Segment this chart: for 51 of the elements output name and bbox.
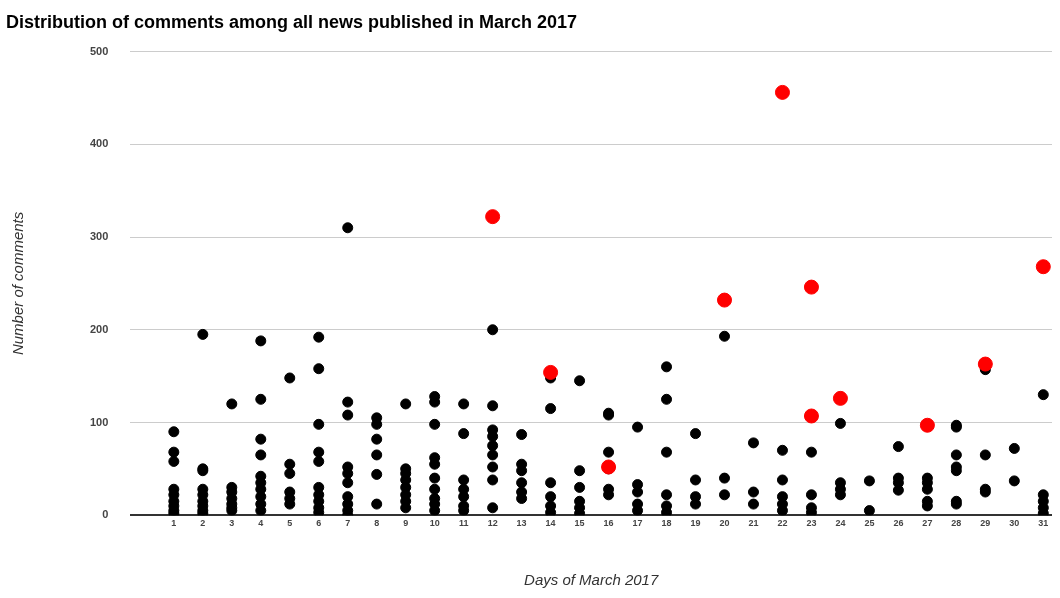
x-tick-label: 11	[458, 518, 469, 529]
x-tick-label: 30	[1009, 518, 1020, 529]
x-tick-label: 1	[171, 518, 177, 529]
x-tick-label: 31	[1038, 518, 1049, 529]
x-tick-label: 6	[316, 518, 322, 529]
x-tick-label: 23	[806, 518, 817, 529]
x-tick-label: 18	[661, 518, 672, 529]
x-tick-label: 12	[487, 518, 498, 529]
point	[919, 417, 935, 433]
chart-title: Distribution of comments among all news published in March 2017	[6, 11, 578, 32]
point	[601, 459, 617, 475]
point	[774, 84, 790, 100]
x-tick-label: 14	[545, 518, 556, 529]
y-tick-label: 300	[89, 230, 109, 243]
point	[803, 408, 819, 424]
point	[803, 279, 819, 295]
x-tick-label: 27	[922, 518, 933, 529]
x-axis-title: Days of March 2017	[524, 571, 659, 589]
x-tick-label: 2	[200, 518, 206, 529]
point	[717, 292, 732, 308]
y-tick-label: 0	[102, 508, 109, 521]
x-tick-label: 21	[748, 518, 759, 529]
point	[1035, 259, 1051, 275]
y-tick-label: 400	[89, 137, 109, 150]
point	[543, 364, 559, 380]
point	[485, 209, 501, 225]
point	[832, 390, 848, 406]
x-tick-label: 5	[287, 518, 293, 529]
y-tick-label: 500	[89, 44, 109, 57]
x-tick-label: 8	[374, 518, 380, 529]
x-tick-label: 28	[951, 518, 962, 529]
x-tick-label: 20	[719, 518, 730, 529]
y-axis-title: Number of comments	[9, 211, 27, 356]
x-tick-label: 13	[516, 518, 527, 529]
x-tick-label: 10	[429, 518, 440, 529]
x-tick-label: 15	[574, 518, 585, 529]
x-tick-label: 4	[258, 518, 264, 529]
x-tick-label: 26	[893, 518, 904, 529]
x-tick-label: 25	[864, 518, 875, 529]
x-tick-label: 22	[777, 518, 788, 529]
x-tick-label: 17	[632, 518, 643, 529]
point	[977, 356, 993, 372]
x-tick-label: 24	[835, 518, 846, 529]
x-tick-label: 7	[345, 518, 351, 529]
x-tick-label: 29	[980, 518, 991, 529]
x-tick-label: 9	[403, 518, 409, 529]
y-tick-label: 200	[89, 322, 109, 335]
x-tick-label: 19	[690, 518, 701, 529]
y-tick-label: 100	[89, 415, 109, 428]
x-tick-label: 3	[229, 518, 235, 529]
x-tick-label: 16	[603, 518, 614, 529]
